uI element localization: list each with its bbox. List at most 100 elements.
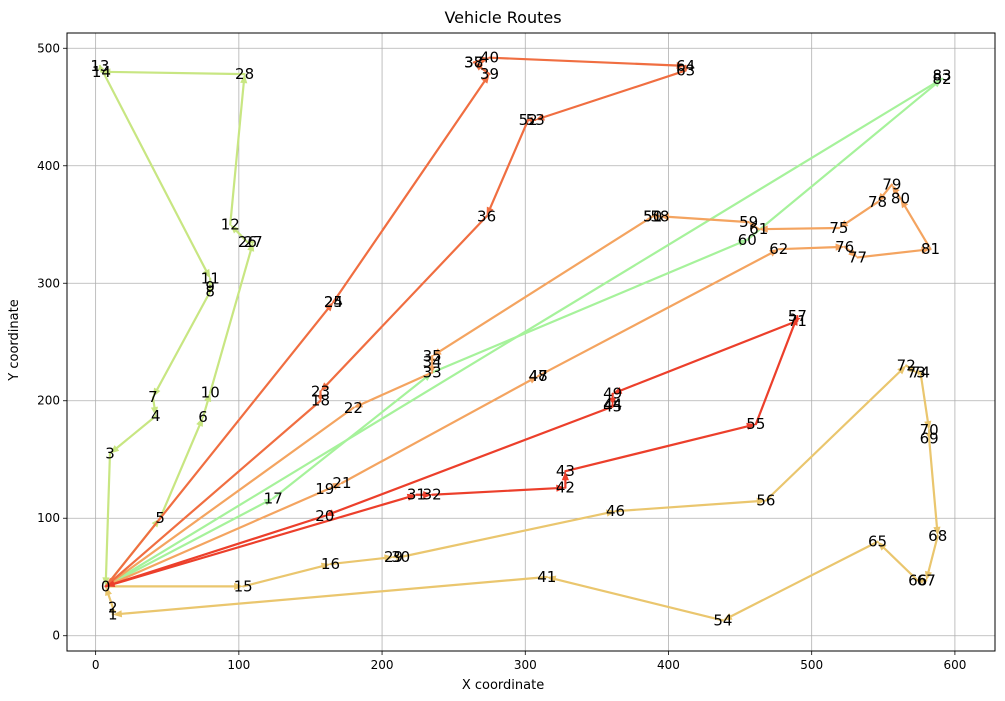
x-tick-label: 300 — [514, 658, 537, 672]
route-arrowhead — [432, 348, 442, 357]
route-arrowhead — [353, 400, 364, 408]
node-label-16: 16 — [321, 555, 340, 573]
route-arrowhead — [247, 238, 251, 246]
x-tick-label: 200 — [371, 658, 394, 672]
route-arrowhead — [423, 491, 433, 499]
node-label-4: 4 — [151, 407, 161, 425]
route-arrowhead — [196, 417, 204, 427]
node-label-80: 80 — [891, 190, 910, 208]
route-segment — [235, 229, 249, 244]
node-label-25: 25 — [324, 293, 343, 311]
node-label-24: 24 — [324, 293, 343, 311]
node-label-45: 45 — [603, 398, 622, 416]
route-segment — [104, 452, 112, 579]
node-label-40: 40 — [480, 49, 499, 67]
route-arrowhead — [609, 397, 617, 405]
route-arrowhead — [109, 445, 120, 454]
node-label-17: 17 — [264, 489, 283, 507]
route-segment — [360, 371, 434, 406]
route-arrowhead — [101, 68, 111, 76]
node-label-67: 67 — [917, 572, 936, 590]
route-arrowhead — [561, 471, 569, 481]
node-label-50: 50 — [643, 207, 662, 225]
route-segment — [111, 399, 322, 582]
route-arrowhead — [659, 213, 670, 221]
route-arrowhead — [722, 613, 733, 621]
route-segment — [488, 56, 678, 67]
node-label-21: 21 — [332, 474, 351, 492]
route-segment — [332, 405, 614, 514]
route-arrowhead — [105, 577, 115, 587]
route-arrowhead — [528, 116, 533, 124]
route-arrowhead — [406, 493, 417, 501]
routes — [97, 56, 944, 622]
route-arrowhead — [320, 562, 331, 570]
route-arrowhead — [109, 607, 117, 612]
route-arrowhead — [263, 498, 274, 506]
route-segment — [845, 201, 879, 225]
route-arrowhead — [384, 554, 394, 562]
route-segment — [431, 487, 558, 496]
node-label-26: 26 — [238, 233, 257, 251]
route-arrowhead — [921, 246, 931, 254]
route-segment — [905, 364, 912, 370]
route-arrowhead — [746, 422, 756, 430]
x-tick-label: 100 — [227, 658, 250, 672]
route-segment — [537, 252, 772, 378]
route-arrowhead — [204, 392, 212, 403]
route-arrowhead — [917, 368, 921, 377]
route-segment — [111, 406, 355, 583]
route-segment — [472, 59, 482, 64]
route-arrowhead — [102, 577, 110, 587]
route-arrowhead — [528, 376, 539, 384]
route-segment — [104, 496, 409, 588]
node-label-58: 58 — [650, 207, 669, 225]
node-label-46: 46 — [606, 502, 625, 520]
route-arrowhead — [758, 225, 768, 233]
route-arrowhead — [316, 395, 325, 401]
route-series-2 — [104, 77, 944, 588]
route-arrowhead — [206, 281, 214, 287]
x-tick-label: 400 — [657, 658, 680, 672]
route-series-3 — [104, 364, 941, 622]
node-label-53: 53 — [526, 111, 545, 129]
node-label-64: 64 — [676, 57, 695, 75]
route-segment — [107, 593, 114, 609]
x-axis-label: X coordinate — [462, 678, 544, 693]
node-label-9: 9 — [205, 278, 215, 296]
route-arrowhead — [112, 610, 123, 618]
route-arrowhead — [396, 553, 401, 561]
node-label-61: 61 — [749, 220, 768, 238]
route-segment — [843, 245, 852, 253]
node-label-59: 59 — [739, 213, 758, 231]
route-segment — [104, 307, 329, 588]
node-label-33: 33 — [423, 364, 442, 382]
node-label-7: 7 — [148, 388, 158, 406]
node-label-3: 3 — [105, 445, 115, 463]
route-arrowhead — [150, 406, 158, 417]
node-label-1: 1 — [108, 606, 118, 624]
node-label-29: 29 — [384, 548, 403, 566]
route-segment — [927, 534, 939, 573]
node-label-5: 5 — [155, 509, 165, 527]
node-label-37: 37 — [464, 53, 483, 71]
x-tick-label: 0 — [92, 658, 100, 672]
route-segment — [209, 249, 252, 394]
route-arrowhead — [900, 198, 909, 209]
route-segment — [431, 242, 741, 374]
route-arrowhead — [933, 526, 941, 536]
node-label-49: 49 — [603, 385, 622, 403]
node-label-83: 83 — [932, 66, 951, 84]
route-segment — [479, 66, 491, 76]
route-arrowhead — [105, 580, 116, 588]
node-label-65: 65 — [868, 533, 887, 551]
y-axis-label: Y coordinate — [7, 299, 22, 381]
y-tick-label: 200 — [37, 394, 60, 408]
route-arrowhead — [925, 570, 932, 581]
node-label-55: 55 — [746, 415, 765, 433]
node-label-28: 28 — [235, 65, 254, 83]
route-arrowhead — [105, 586, 112, 597]
route-arrowhead — [535, 113, 545, 121]
